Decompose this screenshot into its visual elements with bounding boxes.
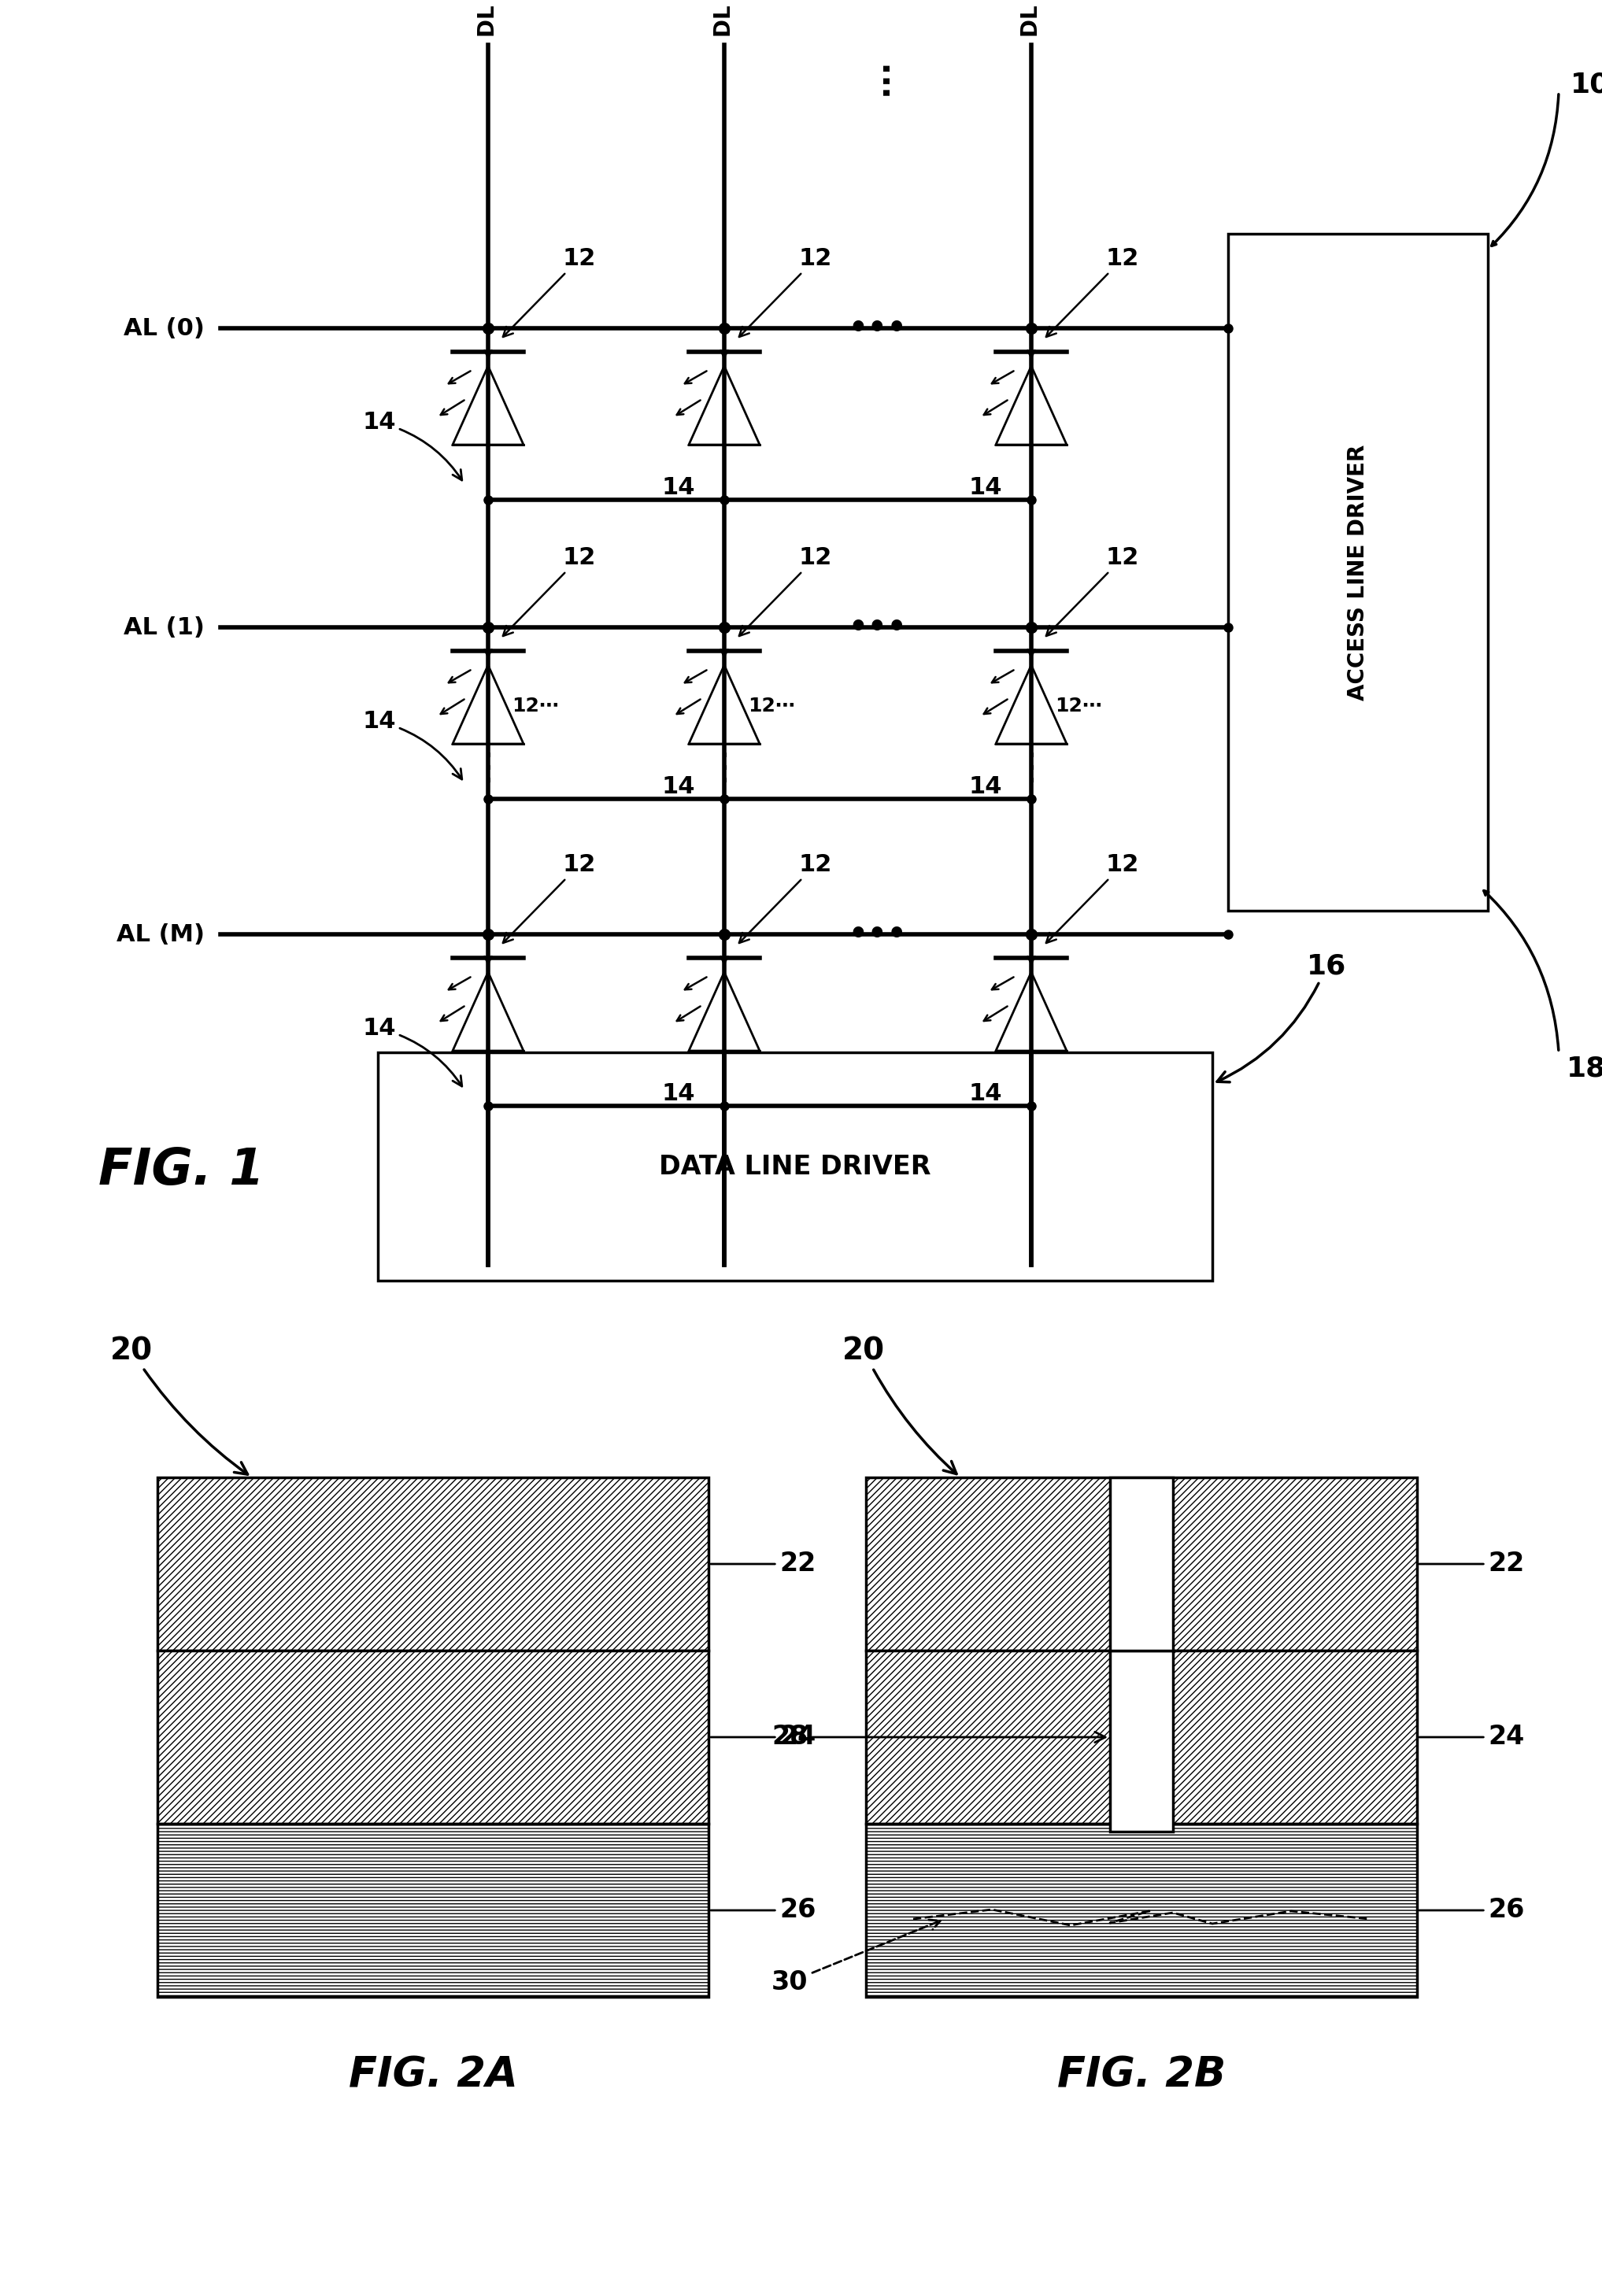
Text: 14: 14 [362, 709, 461, 778]
Text: 14: 14 [968, 478, 1001, 501]
Text: 14: 14 [662, 478, 695, 501]
Bar [157, 1823, 708, 1998]
Bar [378, 1052, 1213, 1281]
Text: FIG. 2B: FIG. 2B [1057, 2055, 1226, 2096]
Bar [867, 1651, 1418, 1823]
Bar [157, 1651, 708, 1823]
Text: 22: 22 [711, 1552, 815, 1577]
Text: 14: 14 [662, 776, 695, 799]
Text: 18: 18 [1567, 1054, 1602, 1081]
Text: 12: 12 [503, 546, 596, 636]
Bar [1110, 1651, 1173, 1832]
Text: 14: 14 [968, 776, 1001, 799]
Text: 12⋯: 12⋯ [748, 696, 795, 716]
Text: 12: 12 [739, 546, 833, 636]
Bar [867, 1823, 1418, 1998]
Bar [1229, 234, 1488, 912]
Text: 24: 24 [1419, 1724, 1524, 1750]
Text: 12: 12 [503, 854, 596, 944]
Text: 26: 26 [711, 1896, 815, 1924]
Text: 30: 30 [772, 1919, 940, 1995]
Text: AL (1): AL (1) [123, 615, 205, 638]
Text: •••: ••• [849, 613, 907, 643]
Text: 28: 28 [772, 1724, 1105, 1750]
Text: 14: 14 [662, 1084, 695, 1104]
Text: DL (0): DL (0) [477, 0, 500, 37]
Text: ⋮: ⋮ [705, 751, 743, 788]
Text: ⋮: ⋮ [1012, 751, 1049, 788]
Text: ⋮: ⋮ [469, 751, 506, 788]
Text: DL (1): DL (1) [713, 0, 735, 37]
Text: 12⋯: 12⋯ [1054, 696, 1102, 716]
Bar [157, 1476, 708, 1651]
Text: 20: 20 [843, 1336, 956, 1474]
Text: 24: 24 [711, 1724, 815, 1750]
Text: AL (0): AL (0) [123, 317, 205, 340]
Text: 22: 22 [1419, 1552, 1524, 1577]
Text: 20: 20 [111, 1336, 248, 1474]
Text: 14: 14 [968, 1084, 1001, 1104]
Text: DL (N): DL (N) [1020, 0, 1043, 37]
Text: DATA LINE DRIVER: DATA LINE DRIVER [658, 1153, 931, 1180]
Text: 10: 10 [1570, 71, 1602, 99]
Text: 14: 14 [362, 1017, 461, 1086]
Text: 12: 12 [1046, 248, 1139, 338]
Text: •••: ••• [849, 918, 907, 948]
Text: 16: 16 [1218, 953, 1346, 1081]
Bar [867, 1476, 1418, 1651]
Text: •••: ••• [849, 312, 907, 342]
Text: FIG. 2A: FIG. 2A [348, 2055, 517, 2096]
Text: 12: 12 [1046, 546, 1139, 636]
Text: 12: 12 [1046, 854, 1139, 944]
Text: 12⋯: 12⋯ [511, 696, 559, 716]
Text: 12: 12 [503, 248, 596, 338]
Text: 12: 12 [739, 854, 833, 944]
Text: 26: 26 [1419, 1896, 1525, 1924]
Text: AL (M): AL (M) [117, 923, 205, 946]
Text: 14: 14 [362, 411, 461, 480]
Bar [1110, 1476, 1173, 1651]
Text: FIG. 1: FIG. 1 [98, 1146, 264, 1194]
Text: 12: 12 [739, 248, 833, 338]
Text: ...: ... [862, 57, 894, 94]
Text: ACCESS LINE DRIVER: ACCESS LINE DRIVER [1347, 443, 1370, 700]
